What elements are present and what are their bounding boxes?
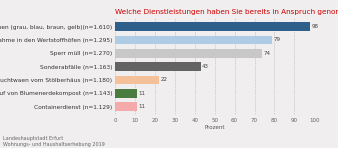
X-axis label: Prozent: Prozent [204,125,225,130]
Bar [115,102,137,111]
Bar [115,89,137,98]
Bar [115,76,159,84]
Bar [115,22,310,31]
Text: 22: 22 [160,77,167,82]
Text: 11: 11 [138,91,145,96]
Text: Welche Dienstleistungen haben Sie bereits in Anspruch genommen?: Welche Dienstleistungen haben Sie bereit… [115,9,338,15]
Text: 79: 79 [274,37,281,42]
Text: 98: 98 [312,24,319,29]
Text: 74: 74 [264,51,271,56]
Text: 11: 11 [138,104,145,109]
Bar [115,49,263,58]
Bar [115,62,201,71]
Text: Landeshauptstadt Erfurt
Wohnungs- und Haushaltserhebung 2019: Landeshauptstadt Erfurt Wohnungs- und Ha… [3,136,105,147]
Bar [115,36,272,44]
Text: 43: 43 [202,64,209,69]
